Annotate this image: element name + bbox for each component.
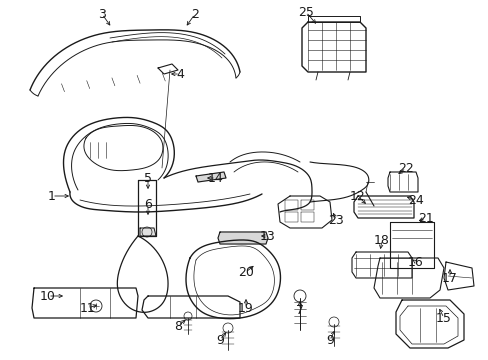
Text: 9: 9 xyxy=(216,333,224,346)
Text: 15: 15 xyxy=(435,311,451,324)
Text: 25: 25 xyxy=(298,5,313,18)
Text: 18: 18 xyxy=(373,234,389,247)
Text: 3: 3 xyxy=(98,8,106,21)
Text: 9: 9 xyxy=(325,333,333,346)
Text: 14: 14 xyxy=(208,171,224,184)
Polygon shape xyxy=(140,228,156,236)
Text: 23: 23 xyxy=(327,213,343,226)
Text: 5: 5 xyxy=(143,171,152,184)
Text: 13: 13 xyxy=(260,230,275,243)
Text: 21: 21 xyxy=(417,211,433,225)
Text: 8: 8 xyxy=(174,320,182,333)
Text: 20: 20 xyxy=(238,266,253,279)
Polygon shape xyxy=(218,232,267,244)
Text: 2: 2 xyxy=(191,8,199,21)
Text: 7: 7 xyxy=(295,303,304,316)
Text: 6: 6 xyxy=(144,198,152,211)
Text: 10: 10 xyxy=(40,289,56,302)
Text: 24: 24 xyxy=(407,194,423,207)
Text: 17: 17 xyxy=(441,271,457,284)
Text: 4: 4 xyxy=(176,68,183,81)
Text: 22: 22 xyxy=(397,162,413,175)
Text: 1: 1 xyxy=(48,189,56,202)
Text: 12: 12 xyxy=(349,189,365,202)
Text: 11: 11 xyxy=(80,302,96,315)
Polygon shape xyxy=(196,172,225,182)
Text: 16: 16 xyxy=(407,256,423,269)
Text: 19: 19 xyxy=(238,302,253,315)
